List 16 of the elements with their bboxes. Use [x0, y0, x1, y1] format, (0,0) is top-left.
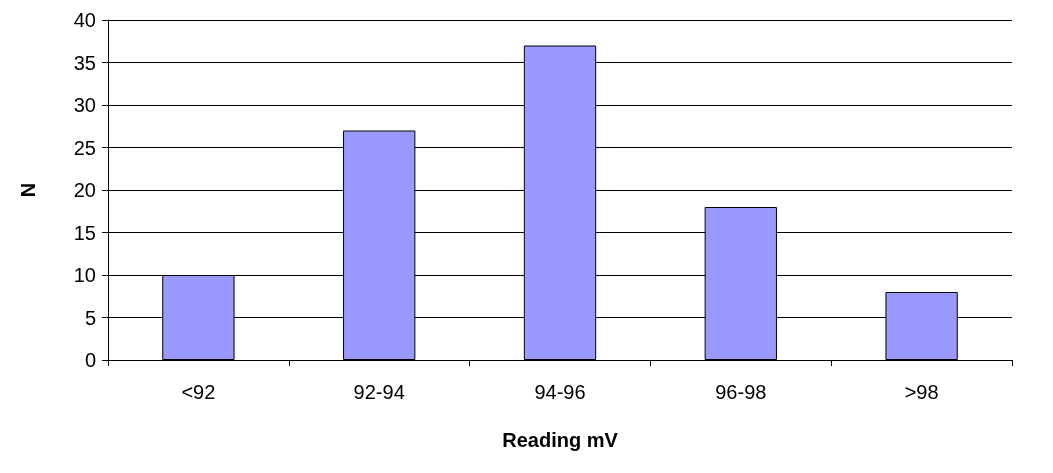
y-tick-label: 30 — [73, 94, 96, 116]
x-tick-label: >98 — [904, 381, 939, 403]
y-axis-title: N — [17, 182, 39, 198]
y-tick-label: 0 — [84, 349, 96, 371]
x-tick-label: 92-94 — [353, 381, 405, 403]
x-tick-label: <92 — [181, 381, 216, 403]
y-tick-label: 25 — [73, 136, 96, 159]
x-axis-title: Reading mV — [502, 429, 619, 451]
x-tick-label: 96-98 — [715, 381, 767, 403]
y-tick-label: 20 — [73, 179, 96, 201]
y-tick-label: 35 — [73, 51, 96, 74]
y-tick-label: 10 — [73, 264, 96, 286]
y-tick-label: 5 — [84, 306, 96, 329]
y-tick-label: 40 — [73, 9, 96, 31]
x-tick-label: 94-96 — [534, 381, 586, 403]
y-tick-label: 15 — [73, 221, 96, 244]
